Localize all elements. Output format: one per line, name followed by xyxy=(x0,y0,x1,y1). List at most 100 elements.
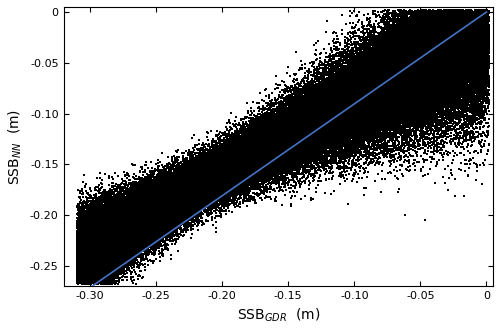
Point xyxy=(366,105,374,110)
Point xyxy=(334,113,342,118)
Point xyxy=(292,146,300,151)
Point xyxy=(230,154,237,159)
Point xyxy=(474,54,482,59)
Point xyxy=(308,112,316,118)
Point xyxy=(342,109,350,114)
Point xyxy=(80,230,88,236)
Point xyxy=(170,206,178,212)
Point xyxy=(84,259,92,264)
Point xyxy=(319,94,327,100)
Point xyxy=(120,254,128,259)
Point xyxy=(168,200,176,205)
Point xyxy=(424,52,432,58)
Point xyxy=(118,212,126,217)
Point xyxy=(260,139,268,145)
Point xyxy=(404,18,411,24)
Point xyxy=(84,248,92,253)
Point xyxy=(351,86,359,92)
Point xyxy=(176,200,184,205)
Point xyxy=(248,155,256,160)
Point xyxy=(181,170,189,175)
Point xyxy=(480,70,488,75)
Point xyxy=(324,135,332,140)
Point xyxy=(456,32,464,37)
Point xyxy=(258,164,266,169)
Point xyxy=(134,227,141,232)
Point xyxy=(272,137,280,143)
Point xyxy=(476,65,484,71)
Point xyxy=(393,60,401,66)
Point xyxy=(470,93,478,98)
Point xyxy=(230,150,238,155)
Point xyxy=(291,92,299,97)
Point xyxy=(272,132,280,138)
Point xyxy=(380,32,388,37)
Point xyxy=(104,242,112,247)
Point xyxy=(364,113,372,118)
Point xyxy=(367,79,375,84)
Point xyxy=(436,66,444,71)
Point xyxy=(484,55,492,60)
Point xyxy=(232,174,239,180)
Point xyxy=(159,176,167,181)
Point xyxy=(322,162,330,167)
Point xyxy=(394,66,402,71)
Point xyxy=(279,122,287,127)
Point xyxy=(397,84,405,90)
Point xyxy=(196,188,203,194)
Point xyxy=(193,166,201,172)
Point xyxy=(159,218,167,224)
Point xyxy=(124,204,132,210)
Point xyxy=(252,141,260,147)
Point xyxy=(262,170,270,175)
Point xyxy=(371,115,379,120)
Point xyxy=(333,139,341,145)
Point xyxy=(192,207,200,213)
Point xyxy=(451,16,459,22)
Point xyxy=(116,237,124,242)
Point xyxy=(460,72,468,78)
Point xyxy=(86,221,94,227)
Point xyxy=(298,103,306,108)
Point xyxy=(76,221,84,227)
Point xyxy=(280,121,288,127)
Point xyxy=(190,171,198,176)
Point xyxy=(299,157,307,163)
Point xyxy=(94,208,102,213)
Point xyxy=(302,116,310,121)
Point xyxy=(312,115,320,120)
Point xyxy=(462,76,470,81)
Point xyxy=(78,277,86,282)
Point xyxy=(286,116,294,121)
Point xyxy=(221,174,229,179)
Point xyxy=(472,30,480,35)
Point xyxy=(436,41,444,47)
Point xyxy=(351,68,359,73)
Point xyxy=(472,26,480,32)
Point xyxy=(175,200,183,205)
Point xyxy=(414,87,422,93)
Point xyxy=(152,188,160,194)
Point xyxy=(355,79,363,85)
Point xyxy=(450,51,458,56)
Point xyxy=(140,239,148,244)
Point xyxy=(94,231,102,236)
Point xyxy=(319,98,327,104)
Point xyxy=(307,138,315,144)
Point xyxy=(78,236,86,242)
Point xyxy=(357,127,365,132)
Point xyxy=(92,247,100,253)
Point xyxy=(470,92,478,97)
Point xyxy=(446,99,454,104)
Point xyxy=(140,213,147,218)
Point xyxy=(172,218,179,223)
Point xyxy=(342,92,349,97)
Point xyxy=(383,112,391,117)
Point xyxy=(422,43,430,49)
Point xyxy=(448,50,456,55)
Point xyxy=(138,227,145,233)
Point xyxy=(334,106,342,111)
Point xyxy=(424,47,432,53)
Point xyxy=(462,78,470,84)
Point xyxy=(92,260,100,265)
